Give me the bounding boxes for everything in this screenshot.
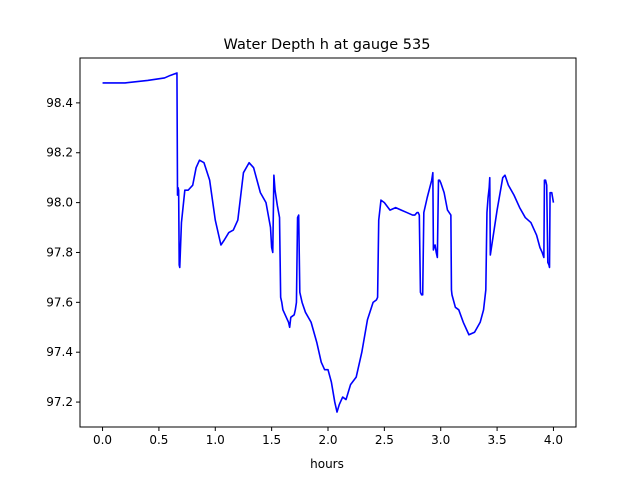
y-tick-label: 97.2 — [46, 395, 73, 409]
x-tick-label: 4.0 — [544, 433, 563, 447]
x-tick-label: 1.5 — [262, 433, 281, 447]
x-axis-ticks: 0.0 0.5 1.0 1.5 2.0 2.5 3.0 3.5 4.0 — [93, 427, 563, 447]
y-tick-label: 98.0 — [46, 196, 73, 210]
y-tick-label: 97.6 — [46, 295, 73, 309]
plot-area — [80, 58, 576, 427]
x-tick-label: 0.0 — [93, 433, 112, 447]
plot-background — [80, 58, 576, 427]
series-line-1 — [102, 72, 555, 413]
x-tick-label: 3.5 — [488, 433, 507, 447]
chart-title: Water Depth h at gauge 535 — [224, 37, 431, 53]
x-tick-label: 3.0 — [431, 433, 450, 447]
x-tick-label: 0.5 — [149, 433, 168, 447]
y-tick-label: 98.4 — [46, 96, 73, 110]
y-tick-label: 97.8 — [46, 245, 73, 259]
y-tick-label: 97.4 — [46, 345, 73, 359]
x-axis-label: hours — [310, 457, 344, 471]
x-tick-label: 1.0 — [206, 433, 225, 447]
x-tick-label: 2.5 — [375, 433, 394, 447]
x-tick-label: 2.0 — [318, 433, 337, 447]
y-tick-label: 98.2 — [46, 146, 73, 160]
series-layer — [102, 72, 555, 413]
y-axis-ticks: 97.2 97.4 97.6 97.8 98.0 98.2 98.4 — [46, 96, 80, 409]
